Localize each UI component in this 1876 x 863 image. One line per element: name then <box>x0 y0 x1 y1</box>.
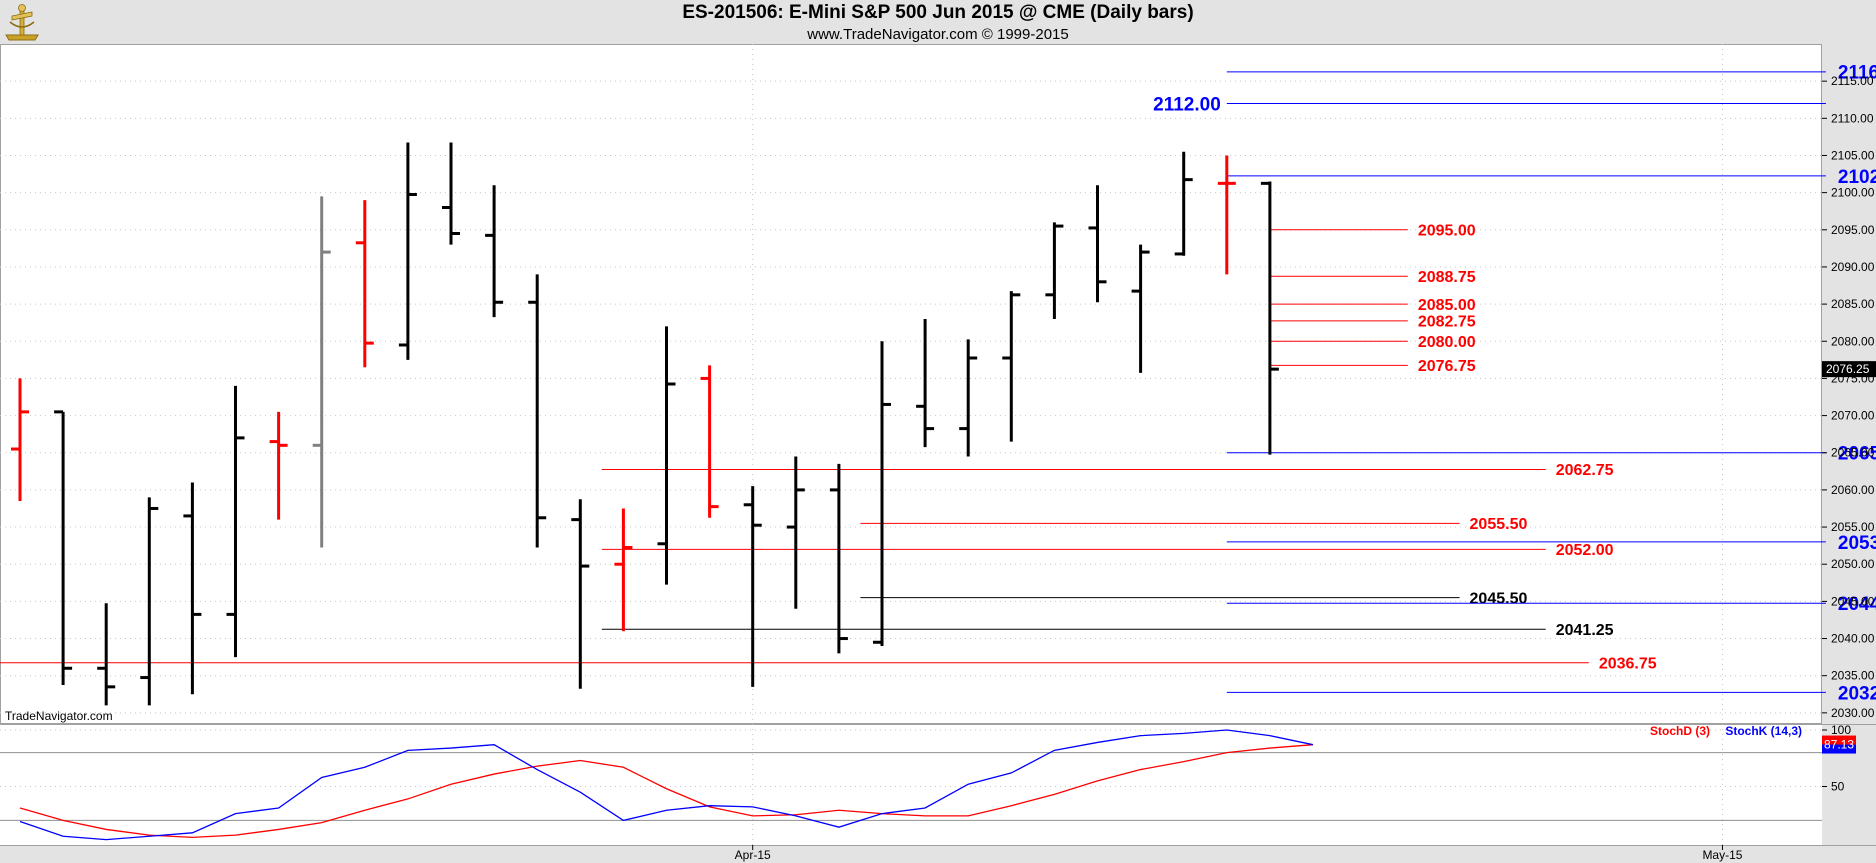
price-tick-label: 2030.00 <box>1831 706 1875 720</box>
stoch-last-tag-d <box>1822 735 1856 745</box>
price-tick-label: 2060.00 <box>1831 483 1875 497</box>
ohlc-bar <box>1217 155 1236 275</box>
ohlc-bar <box>398 142 417 360</box>
price-tick-label: 2080.00 <box>1831 334 1875 348</box>
ohlc-bar <box>226 385 245 658</box>
price-level-label: 2044.75 <box>1838 594 1876 615</box>
stochastic-panel: 50 100 StochD (3) StochK (14,3) 87.13 <box>0 723 1856 841</box>
price-level-label: 2052.00 <box>1556 542 1614 559</box>
ohlc-bar <box>959 339 978 457</box>
ohlc-bar <box>786 456 805 609</box>
price-level-label: 2041.25 <box>1556 622 1614 639</box>
main-panel-bg <box>0 44 1822 724</box>
ohlc-bar <box>528 274 547 548</box>
price-level-label: 2053.00 <box>1838 533 1876 554</box>
ohlc-bar <box>1260 181 1279 455</box>
price-tick-label: 2110.00 <box>1831 111 1874 125</box>
stoch-last-value: 87.13 <box>1824 738 1854 752</box>
stoch-series-line <box>19 744 1314 839</box>
trade-navigator-logo-icon <box>5 4 39 41</box>
date-tick-label: May-15 <box>1702 848 1742 862</box>
ohlc-bar <box>11 378 29 502</box>
price-level-label: 2116.25 <box>1838 63 1876 84</box>
price-tick-label: 2070.00 <box>1831 409 1875 423</box>
ohlc-bar <box>614 508 633 632</box>
price-tick-label: 2040.00 <box>1831 632 1875 646</box>
ohlc-bar <box>1045 222 1064 319</box>
last-price-label: 2076.25 <box>1826 362 1870 376</box>
ohlc-bar <box>312 196 331 548</box>
price-tick-label: 2045.00 <box>1831 594 1875 608</box>
ohlc-bar <box>183 482 202 695</box>
last-price-tag <box>1822 361 1876 378</box>
watermark-text: TradeNavigator.com <box>5 709 113 723</box>
price-level-label: 2045.50 <box>1470 590 1528 607</box>
chart-subtitle: www.TradeNavigator.com © 1999-2015 <box>807 26 1069 43</box>
price-tick-label: 2035.00 <box>1831 669 1875 683</box>
price-level-label: 2065.00 <box>1838 444 1876 465</box>
price-level-label: 2036.75 <box>1599 655 1657 672</box>
price-level-label: 2082.75 <box>1418 314 1476 331</box>
price-level-label: 2112.00 <box>1153 94 1221 115</box>
price-axis: 2030.00 2035.00 2040.00 2045.00 2050.00 2055.… <box>1822 74 1876 720</box>
price-tick-label: 2085.00 <box>1831 297 1875 311</box>
price-tick-label: 2065.00 <box>1831 446 1875 460</box>
price-level-label: 2088.75 <box>1418 269 1476 286</box>
date-axis: Apr-15 May-15 <box>735 845 1743 862</box>
stoch-tick-label: 50 <box>1831 780 1845 794</box>
price-level-label: 2032.75 <box>1838 683 1876 704</box>
stoch-tick-label: 100 <box>1831 723 1851 737</box>
stoch-legend-k: StochK (14,3) <box>1725 724 1802 738</box>
stoch-legend-d: StochD (3) <box>1650 724 1710 738</box>
price-tick-label: 2105.00 <box>1831 148 1875 162</box>
date-tick-label: Apr-15 <box>735 848 771 862</box>
stoch-last-tag-k <box>1822 744 1856 754</box>
ohlc-bar <box>485 185 504 318</box>
price-tick-label: 2095.00 <box>1831 223 1875 237</box>
price-level-label: 2080.00 <box>1418 334 1476 351</box>
price-level-label: 2095.00 <box>1418 223 1476 240</box>
ohlc-bar <box>269 411 288 520</box>
ohlc-bar <box>873 341 891 646</box>
main-panel-border <box>0 44 1822 724</box>
ohlc-bar <box>657 326 676 585</box>
chart-header: ES-201506: E-Mini S&P 500 Jun 2015 @ CME… <box>0 0 1876 44</box>
ohlc-bar <box>1174 151 1193 256</box>
price-tick-label: 2115.00 <box>1831 74 1874 88</box>
price-level-label: 2055.50 <box>1470 516 1528 533</box>
grid-lines <box>0 44 1822 845</box>
ohlc-bar <box>54 410 73 685</box>
ohlc-bar <box>700 365 719 518</box>
ohlc-bar <box>1088 185 1107 303</box>
price-level-label: 2062.75 <box>1556 462 1614 479</box>
ohlc-bar <box>743 486 762 687</box>
ohlc-bar <box>916 318 935 448</box>
ohlc-bar <box>829 463 848 654</box>
price-levels: 2116.25 2112.00 2102.25 2095.00 2088.75 2085.… <box>0 63 1876 704</box>
ohlc-bar <box>442 142 460 245</box>
chart-title: ES-201506: E-Mini S&P 500 Jun 2015 @ CME… <box>682 2 1194 23</box>
ohlc-bar <box>1002 291 1021 442</box>
price-level-label: 2102.25 <box>1838 167 1876 188</box>
ohlc-bar <box>97 603 116 706</box>
stoch-series-line <box>19 729 1314 841</box>
ohlc-bar <box>571 499 590 689</box>
price-tick-label: 2090.00 <box>1831 260 1875 274</box>
ohlc-bar <box>140 497 159 706</box>
price-tick-label: 2050.00 <box>1831 557 1875 571</box>
price-tick-label: 2100.00 <box>1831 186 1875 200</box>
ohlc-bars <box>11 142 1279 706</box>
ohlc-bar <box>1131 244 1150 373</box>
price-level-label: 2076.75 <box>1418 358 1476 375</box>
ohlc-bar <box>355 200 374 368</box>
stoch-panel-bg <box>0 725 1822 845</box>
price-tick-label: 2055.00 <box>1831 520 1875 534</box>
price-level-label: 2085.00 <box>1418 297 1476 314</box>
